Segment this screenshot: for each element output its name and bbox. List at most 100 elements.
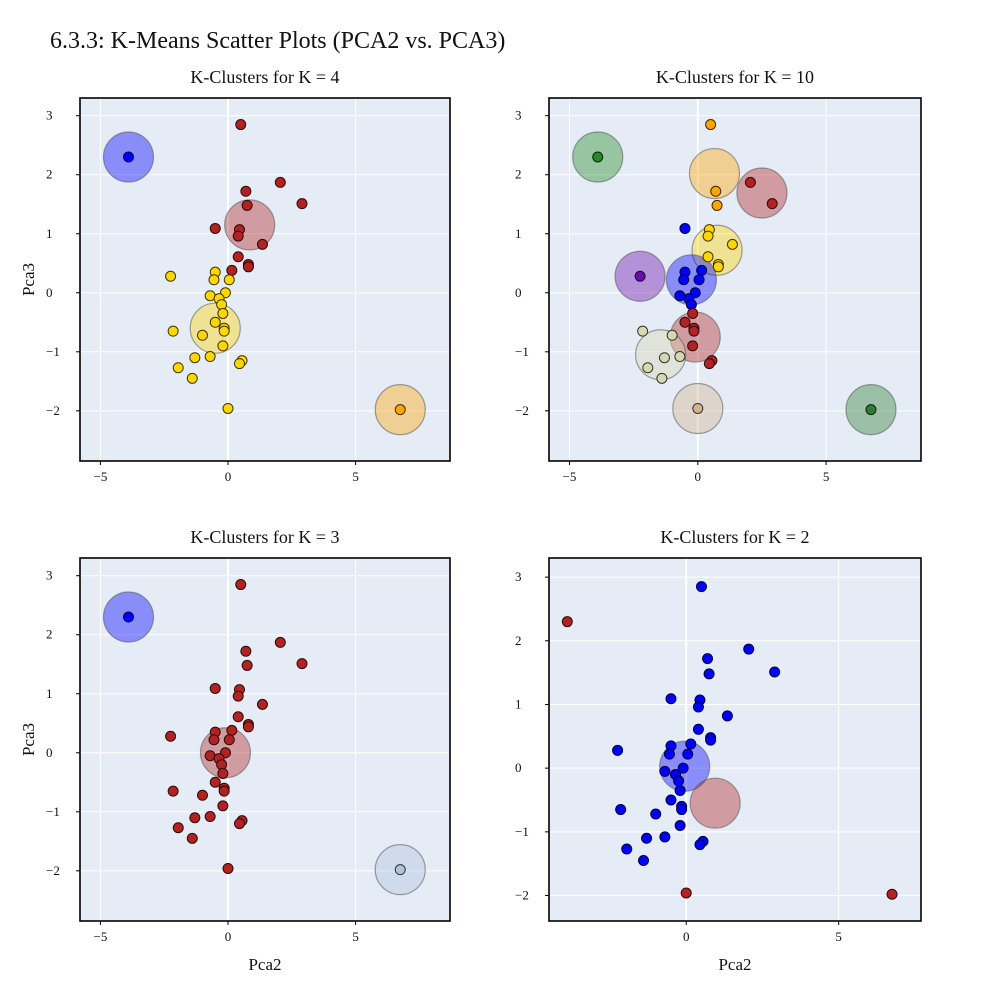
data-point[interactable] [208, 734, 220, 746]
data-point[interactable] [693, 274, 705, 286]
data-point[interactable] [674, 290, 686, 302]
data-point[interactable] [711, 199, 723, 211]
data-point[interactable] [233, 358, 245, 370]
data-point[interactable] [209, 776, 221, 788]
data-point[interactable] [232, 711, 244, 723]
data-point[interactable] [650, 808, 662, 820]
data-point[interactable] [256, 238, 268, 250]
data-point[interactable] [694, 839, 706, 851]
data-point[interactable] [186, 372, 198, 384]
data-point[interactable] [744, 176, 756, 188]
data-point[interactable] [642, 362, 654, 374]
data-point[interactable] [218, 325, 230, 337]
data-point[interactable] [692, 701, 704, 713]
data-point[interactable] [637, 325, 649, 337]
data-point[interactable] [726, 238, 738, 250]
data-point[interactable] [217, 340, 229, 352]
data-point[interactable] [167, 785, 179, 797]
data-point[interactable] [703, 668, 715, 680]
data-point[interactable] [189, 812, 201, 824]
data-point[interactable] [685, 738, 697, 750]
data-point[interactable] [296, 658, 308, 670]
data-point[interactable] [241, 199, 253, 211]
data-point[interactable] [685, 299, 697, 311]
centroid-marker[interactable] [689, 777, 741, 829]
data-point[interactable] [666, 329, 678, 341]
data-point[interactable] [394, 864, 406, 876]
data-point[interactable] [216, 299, 228, 311]
data-point[interactable] [208, 274, 220, 286]
data-point[interactable] [172, 362, 184, 374]
data-point[interactable] [674, 351, 686, 363]
data-point[interactable] [242, 261, 254, 273]
data-point[interactable] [209, 316, 221, 328]
data-point[interactable] [235, 119, 247, 131]
data-point[interactable] [122, 151, 134, 163]
data-point[interactable] [663, 748, 675, 760]
data-point[interactable] [242, 721, 254, 733]
data-point[interactable] [695, 581, 707, 593]
data-point[interactable] [235, 579, 247, 591]
data-point[interactable] [615, 804, 627, 816]
data-point[interactable] [241, 659, 253, 671]
data-point[interactable] [218, 785, 230, 797]
data-point[interactable] [705, 734, 717, 746]
data-point[interactable] [702, 251, 714, 263]
data-point[interactable] [678, 274, 690, 286]
data-point[interactable] [665, 693, 677, 705]
data-point[interactable] [692, 723, 704, 735]
data-point[interactable] [217, 800, 229, 812]
data-point[interactable] [232, 251, 244, 263]
data-point[interactable] [222, 862, 234, 874]
centroid-marker[interactable] [688, 147, 741, 200]
data-point[interactable] [612, 744, 624, 756]
data-point[interactable] [167, 325, 179, 337]
data-point[interactable] [658, 352, 670, 364]
data-point[interactable] [223, 274, 235, 286]
data-point[interactable] [232, 690, 244, 702]
data-point[interactable] [204, 811, 216, 823]
data-point[interactable] [677, 762, 689, 774]
data-point[interactable] [209, 682, 221, 694]
data-point[interactable] [226, 724, 238, 736]
data-point[interactable] [769, 666, 781, 678]
data-point[interactable] [233, 818, 245, 830]
data-point[interactable] [223, 734, 235, 746]
data-point[interactable] [703, 358, 715, 370]
data-point[interactable] [702, 653, 714, 665]
data-point[interactable] [673, 775, 685, 787]
data-point[interactable] [865, 404, 877, 416]
data-point[interactable] [256, 698, 268, 710]
data-point[interactable] [688, 325, 700, 337]
data-point[interactable] [217, 307, 229, 319]
data-point[interactable] [216, 759, 228, 771]
data-point[interactable] [638, 855, 650, 866]
data-point[interactable] [712, 261, 724, 273]
data-point[interactable] [189, 352, 201, 364]
data-point[interactable] [561, 616, 573, 628]
data-point[interactable] [226, 264, 238, 276]
data-point[interactable] [641, 832, 653, 844]
data-point[interactable] [222, 402, 234, 414]
data-point[interactable] [676, 804, 688, 816]
data-point[interactable] [886, 888, 898, 900]
data-point[interactable] [592, 151, 604, 163]
data-point[interactable] [240, 185, 252, 197]
data-point[interactable] [696, 264, 708, 276]
data-point[interactable] [721, 710, 733, 722]
data-point[interactable] [274, 176, 286, 188]
data-point[interactable] [209, 222, 221, 234]
data-point[interactable] [659, 765, 671, 777]
data-point[interactable] [659, 831, 671, 843]
data-point[interactable] [674, 819, 686, 831]
data-point[interactable] [687, 340, 699, 352]
data-point[interactable] [394, 404, 406, 416]
data-point[interactable] [274, 636, 286, 648]
data-point[interactable] [165, 730, 177, 742]
data-point[interactable] [634, 270, 646, 282]
data-point[interactable] [674, 784, 686, 796]
data-point[interactable] [679, 316, 691, 328]
data-point[interactable] [766, 198, 778, 210]
data-point[interactable] [702, 230, 714, 242]
data-point[interactable] [656, 372, 668, 384]
